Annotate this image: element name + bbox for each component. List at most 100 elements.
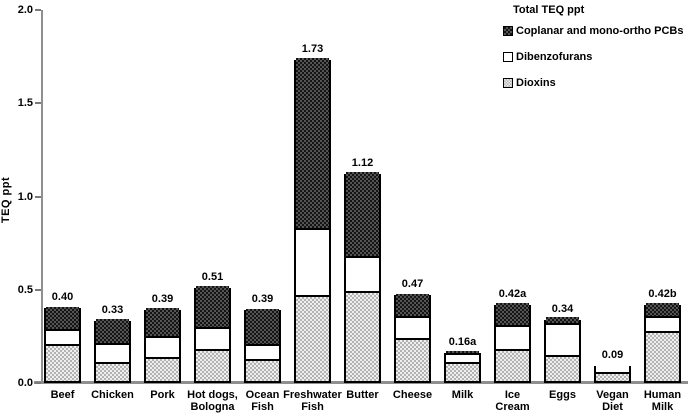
bar-segment-dibenzofurans	[146, 336, 179, 357]
y-tick-mark	[35, 288, 41, 291]
bar-butter	[344, 172, 381, 383]
y-tick-label: 2.0	[17, 4, 33, 16]
bar-value-label: 0.40	[51, 291, 74, 303]
bar-ice	[494, 303, 531, 383]
bar-segment-dioxins	[46, 344, 79, 381]
bar-freshwater	[294, 58, 331, 383]
y-tick-mark	[35, 195, 41, 198]
bar-segment-dibenzofurans	[596, 365, 629, 372]
bar-segment-pcbs	[496, 303, 529, 325]
bar-segment-dibenzofurans	[546, 323, 579, 355]
bar-segment-dibenzofurans	[296, 228, 329, 295]
bar-value-label: 0.09	[601, 349, 624, 361]
category-label: Ice Cream	[495, 389, 530, 413]
y-tick-mark	[35, 9, 41, 11]
category-label: Hot dogs, Bologna	[187, 389, 238, 413]
bar-pork	[144, 308, 181, 383]
category-label: Eggs	[549, 389, 576, 401]
legend-item-label: Dibenzofurans	[516, 51, 593, 63]
bar-segment-dibenzofurans	[246, 344, 279, 359]
legend-item-dibenzofurans: Dibenzofurans	[503, 51, 683, 63]
category-label: Human Milk	[643, 389, 682, 413]
bar-chicken	[94, 319, 131, 383]
bar-hot-dogs	[194, 286, 231, 383]
bar-value-label: 0.39	[251, 293, 274, 305]
category-label: Pork	[150, 389, 175, 401]
bar-segment-dibenzofurans	[346, 256, 379, 291]
dioxins-swatch-icon	[503, 78, 513, 88]
y-tick-label: 0.5	[17, 283, 33, 296]
bar-segment-dioxins	[646, 331, 679, 381]
bar-segment-dioxins	[146, 357, 179, 381]
y-tick-label: 1.5	[17, 97, 33, 110]
bar-segment-pcbs	[296, 58, 329, 228]
category-label: Cheese	[392, 389, 433, 401]
bar-segment-pcbs	[646, 303, 679, 316]
legend-item-dioxins: Dioxins	[503, 77, 683, 89]
y-axis-line	[41, 10, 43, 383]
bar-segment-dioxins	[596, 372, 629, 381]
bar-value-label: 0.34	[551, 303, 574, 315]
bar-value-label: 0.47	[401, 278, 424, 290]
bar-segment-dibenzofurans	[446, 353, 479, 362]
bar-segment-dioxins	[246, 359, 279, 381]
bar-value-label: 0.42b	[648, 288, 677, 300]
bar-value-label: 0.51	[201, 271, 224, 283]
legend-item-pcbs: Coplanar and mono-ortho PCBs	[503, 25, 683, 37]
category-label: Beef	[50, 389, 75, 401]
bar-value-label: 1.12	[351, 157, 374, 169]
bar-segment-pcbs	[396, 294, 429, 316]
bar-segment-pcbs	[146, 308, 179, 336]
pcbs-swatch-icon	[503, 26, 513, 36]
bar-segment-dioxins	[96, 362, 129, 381]
bar-segment-pcbs	[46, 307, 79, 329]
bar-value-label: 1.73	[301, 43, 324, 55]
bar-eggs	[544, 317, 581, 383]
bar-segment-dioxins	[196, 349, 229, 381]
bar-segment-dioxins	[546, 355, 579, 381]
category-label: Ocean Fish	[245, 389, 280, 413]
bar-milk	[444, 351, 481, 383]
category-label: Butter	[346, 389, 379, 401]
legend-title: Total TEQ ppt	[513, 4, 585, 16]
bar-segment-dibenzofurans	[196, 327, 229, 349]
legend: Total TEQ ppt Coplanar and mono-ortho PC…	[503, 2, 683, 103]
category-label: Freshwater Fish	[283, 389, 342, 413]
dibenzofurans-swatch-icon	[503, 52, 513, 62]
bar-segment-pcbs	[546, 317, 579, 323]
bar-segment-pcbs	[446, 351, 479, 353]
y-tick-label: 0.0	[17, 377, 33, 389]
bar-value-label: 0.39	[151, 293, 174, 305]
bar-ocean	[244, 309, 281, 383]
bar-segment-dibenzofurans	[646, 316, 679, 331]
y-tick-mark	[35, 102, 41, 105]
bar-segment-dioxins	[396, 338, 429, 381]
bar-segment-dibenzofurans	[46, 329, 79, 344]
y-tick-label: 1.0	[17, 190, 33, 203]
bar-segment-pcbs	[346, 172, 379, 256]
bar-human	[644, 303, 681, 383]
bar-vegan	[594, 365, 631, 383]
bar-segment-dioxins	[296, 295, 329, 381]
bar-segment-pcbs	[196, 286, 229, 327]
bar-value-label: 0.33	[101, 304, 124, 316]
bar-segment-dibenzofurans	[96, 343, 129, 362]
bar-segment-dioxins	[446, 362, 479, 381]
bar-value-label: 0.42a	[498, 288, 527, 300]
bar-segment-pcbs	[96, 319, 129, 343]
bar-cheese	[394, 294, 431, 383]
y-tick-mark	[35, 382, 41, 384]
legend-item-label: Coplanar and mono-ortho PCBs	[516, 25, 684, 37]
bar-segment-dioxins	[346, 291, 379, 381]
bar-beef	[44, 307, 81, 383]
bar-segment-dioxins	[496, 349, 529, 381]
category-label: Milk	[451, 389, 474, 401]
bar-segment-dibenzofurans	[396, 316, 429, 338]
bar-segment-pcbs	[246, 309, 279, 344]
category-label: Chicken	[91, 389, 134, 401]
legend-item-label: Dioxins	[516, 77, 556, 89]
bar-value-label: 0.16a	[448, 336, 477, 348]
bar-segment-dibenzofurans	[496, 325, 529, 349]
category-label: Vegan Diet	[596, 389, 629, 413]
